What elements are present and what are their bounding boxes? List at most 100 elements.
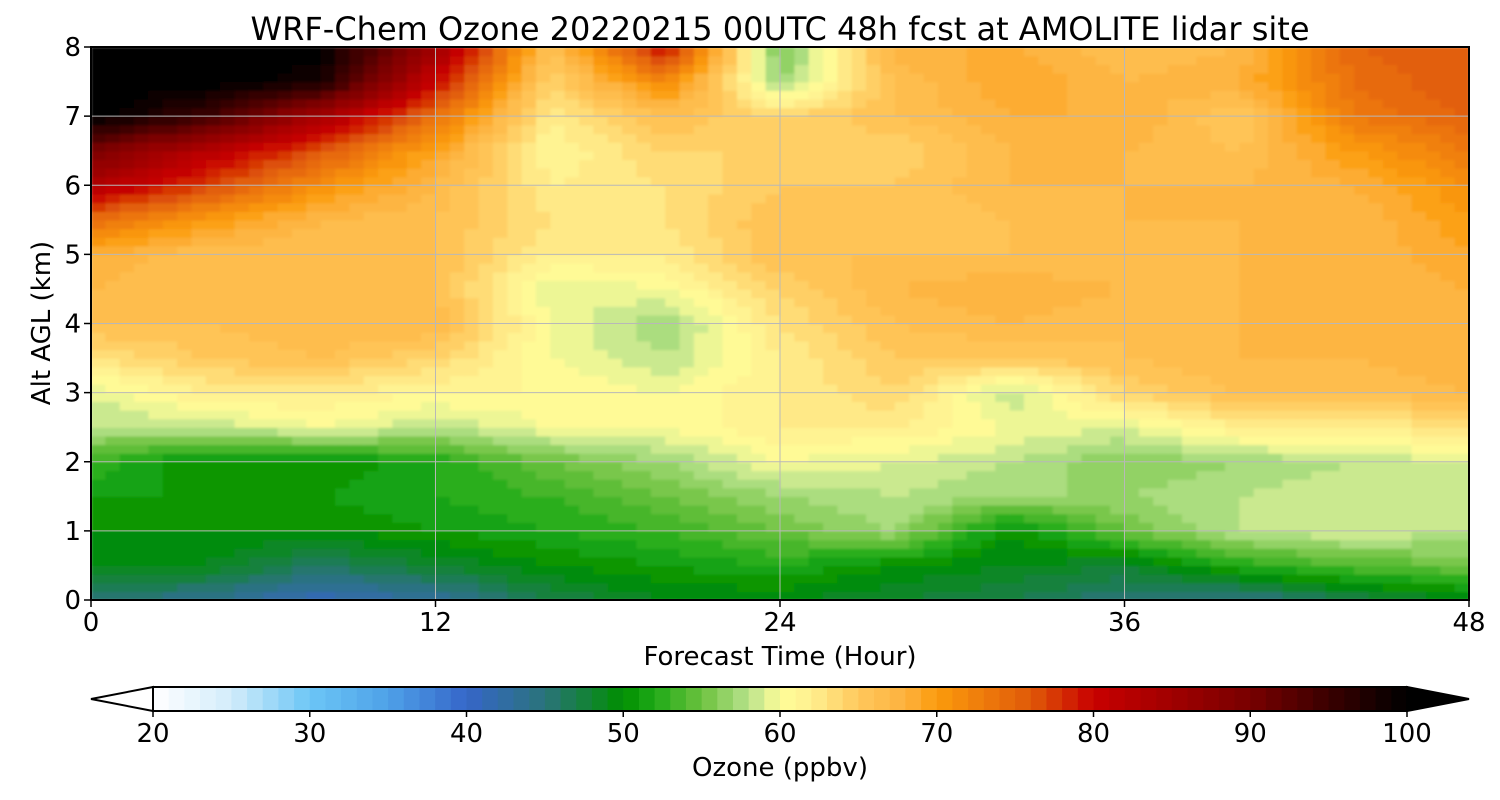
- heatmap-cell: [406, 314, 422, 325]
- heatmap-cell: [579, 383, 595, 394]
- heatmap-cell: [937, 479, 953, 489]
- heatmap-cell: [1411, 435, 1427, 446]
- heatmap-cell: [177, 375, 193, 385]
- heatmap-cell: [837, 150, 853, 161]
- heatmap-cell: [1397, 401, 1413, 411]
- heatmap-cell: [880, 323, 896, 333]
- heatmap-cell: [995, 297, 1011, 307]
- heatmap-cell: [1339, 453, 1355, 463]
- heatmap-cell: [736, 340, 752, 351]
- heatmap-cell: [1167, 288, 1183, 299]
- heatmap-cell: [1397, 539, 1413, 549]
- heatmap-cell: [909, 150, 925, 161]
- heatmap-cell: [866, 548, 882, 558]
- heatmap-cell: [521, 479, 537, 489]
- heatmap-cell: [1411, 591, 1427, 600]
- heatmap-cell: [306, 332, 322, 342]
- heatmap-cell: [1181, 461, 1197, 472]
- heatmap-cell: [722, 435, 738, 446]
- heatmap-cell: [478, 297, 494, 307]
- heatmap-cell: [1425, 418, 1441, 428]
- heatmap-cell: [220, 150, 236, 161]
- heatmap-cell: [708, 314, 724, 325]
- heatmap-cell: [736, 167, 752, 178]
- heatmap-cell: [234, 504, 250, 515]
- heatmap-cell: [521, 349, 537, 359]
- heatmap-cell: [622, 487, 638, 498]
- heatmap-cell: [1224, 461, 1241, 472]
- heatmap-cell: [593, 340, 609, 351]
- heatmap-cell: [1454, 314, 1469, 325]
- heatmap-cell: [1081, 167, 1097, 178]
- heatmap-cell: [1009, 548, 1025, 558]
- heatmap-cell: [291, 565, 308, 575]
- heatmap-cell: [808, 513, 824, 523]
- heatmap-cell: [263, 409, 279, 420]
- heatmap-cell: [880, 591, 896, 600]
- heatmap-cell: [535, 375, 552, 385]
- heatmap-cell: [449, 340, 465, 351]
- heatmap-cell: [1282, 409, 1298, 420]
- heatmap-cell: [378, 263, 394, 273]
- heatmap-cell: [349, 522, 365, 532]
- heatmap-cell: [1110, 358, 1126, 368]
- heatmap-cell: [1095, 245, 1111, 256]
- heatmap-cell: [507, 435, 523, 446]
- heatmap-cell: [1354, 323, 1370, 333]
- heatmap-cell: [492, 280, 508, 290]
- heatmap-cell: [1138, 349, 1154, 359]
- heatmap-cell: [966, 479, 982, 489]
- heatmap-cell: [205, 202, 221, 212]
- heatmap-cell: [1296, 504, 1312, 515]
- heatmap-cell: [378, 288, 394, 299]
- heatmap-cell: [1397, 435, 1413, 446]
- heatmap-cell: [1038, 375, 1054, 385]
- heatmap-cell: [622, 185, 638, 195]
- heatmap-cell: [708, 582, 724, 593]
- heatmap-cell: [851, 176, 867, 186]
- heatmap-cell: [1382, 522, 1398, 532]
- heatmap-cell: [392, 254, 408, 264]
- heatmap-cell: [306, 211, 322, 221]
- heatmap-cell: [593, 444, 609, 454]
- heatmap-cell: [177, 176, 193, 186]
- heatmap-cell: [952, 513, 968, 523]
- heatmap-cell: [291, 228, 308, 238]
- heatmap-cell: [1110, 211, 1126, 221]
- heatmap-cell: [1311, 444, 1327, 454]
- heatmap-cell: [1124, 556, 1140, 567]
- heatmap-cell: [593, 496, 609, 506]
- heatmap-cell: [1167, 582, 1183, 593]
- heatmap-cell: [1325, 280, 1341, 290]
- heatmap-cell: [708, 176, 724, 186]
- heatmap-cell: [1440, 228, 1456, 238]
- heatmap-cell: [1067, 202, 1083, 212]
- heatmap-cell: [665, 219, 681, 230]
- heatmap-cell: [1067, 219, 1083, 230]
- heatmap-cell: [980, 504, 997, 515]
- heatmap-cell: [1052, 548, 1068, 558]
- heatmap-cell: [1268, 522, 1284, 532]
- heatmap-cell: [550, 271, 566, 281]
- heatmap-cell: [564, 314, 580, 325]
- heatmap-cell: [1268, 574, 1284, 584]
- heatmap-cell: [1268, 271, 1284, 281]
- heatmap-cell: [665, 245, 681, 256]
- heatmap-cell: [435, 453, 451, 463]
- heatmap-cell: [751, 409, 767, 420]
- heatmap-cell: [708, 167, 724, 178]
- heatmap-cell: [1339, 375, 1355, 385]
- heatmap-cell: [177, 591, 193, 600]
- heatmap-cell: [650, 358, 666, 368]
- heatmap-cell: [91, 409, 107, 420]
- heatmap-cell: [1124, 539, 1140, 549]
- heatmap-cell: [1440, 263, 1456, 273]
- heatmap-cell: [823, 435, 839, 446]
- heatmap-cell: [191, 185, 207, 195]
- heatmap-cell: [1038, 383, 1054, 394]
- heatmap-cell: [277, 193, 293, 204]
- heatmap-cell: [464, 530, 480, 541]
- heatmap-cell: [607, 237, 623, 247]
- heatmap-cell: [851, 461, 867, 472]
- heatmap-cell: [780, 556, 796, 567]
